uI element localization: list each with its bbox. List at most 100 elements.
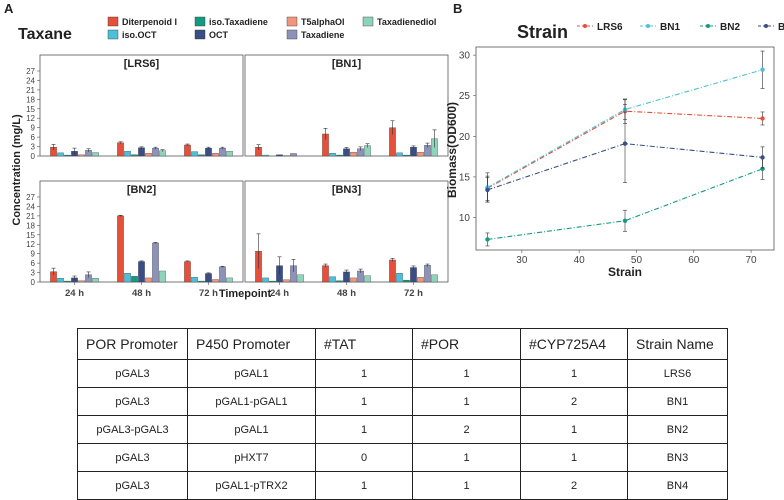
cell-cyp725a4: 2 xyxy=(521,388,628,416)
legend-label: Diterpenoid I xyxy=(122,17,177,27)
cell-por-promoter: pGAL3-pGAL3 xyxy=(78,416,188,444)
header-por: #POR xyxy=(413,329,521,360)
y-tick-label: 15 xyxy=(26,231,35,240)
bar xyxy=(159,271,165,282)
bar xyxy=(191,152,197,156)
cell-strain-name: LRS6 xyxy=(628,360,728,388)
bar xyxy=(212,153,218,156)
y-tick-label: 24 xyxy=(26,76,35,85)
x-axis-title: Strain xyxy=(608,265,642,279)
bar xyxy=(124,151,130,156)
cell-strain-name: BN3 xyxy=(628,444,728,472)
y-axis-title: Biomass(OD600) xyxy=(445,102,459,198)
table-row: pGAL3-pGAL3 pGAL1 1 2 1 BN2 xyxy=(78,416,728,444)
legend-label: iso.OCT xyxy=(122,30,157,40)
header-por-promoter: POR Promoter xyxy=(78,329,188,360)
x-tick-label: 48 h xyxy=(132,288,151,299)
x-tick-label: 60 xyxy=(688,255,700,266)
cell-tat: 1 xyxy=(316,416,413,444)
bar xyxy=(78,155,84,156)
y-tick-label: 15 xyxy=(26,105,35,114)
y-tick-label: 3 xyxy=(31,269,36,278)
strain-table: POR Promoter P450 Promoter #TAT #POR #CY… xyxy=(77,328,728,500)
legend-marker xyxy=(646,24,650,28)
x-tick-label: 40 xyxy=(574,255,586,266)
bar xyxy=(57,153,63,156)
x-tick-label: 72 h xyxy=(404,288,423,299)
bar xyxy=(131,276,137,282)
cell-por: 1 xyxy=(413,360,521,388)
y-tick-label: 0 xyxy=(31,278,36,287)
bar xyxy=(64,155,70,156)
legend-swatch xyxy=(363,17,373,26)
legend-label: BN3 xyxy=(778,22,784,33)
y-axis-title: Concentration (mg/L) xyxy=(11,114,23,226)
legend-marker xyxy=(583,24,587,28)
bar xyxy=(403,280,409,282)
legend-swatch xyxy=(108,30,118,39)
facet-panel xyxy=(245,181,448,282)
bar xyxy=(92,153,98,156)
cell-strain-name: BN2 xyxy=(628,416,728,444)
bar xyxy=(417,277,423,282)
bar xyxy=(212,279,218,282)
cell-por: 2 xyxy=(413,416,521,444)
y-tick-label: 0 xyxy=(31,152,36,161)
header-tat: #TAT xyxy=(316,329,413,360)
cell-tat: 1 xyxy=(316,360,413,388)
cell-strain-name: BN1 xyxy=(628,388,728,416)
header-strain-name: Strain Name xyxy=(628,329,728,360)
bar xyxy=(410,147,416,156)
bar xyxy=(92,278,98,282)
legend-label: BN2 xyxy=(720,22,740,33)
cell-p450-promoter: pGAL1 xyxy=(188,416,316,444)
legend-marker xyxy=(764,24,768,28)
bar xyxy=(297,275,303,282)
cell-tat: 0 xyxy=(316,444,413,472)
y-tick-label: 18 xyxy=(26,221,35,230)
bar xyxy=(205,148,211,156)
bar xyxy=(350,152,356,156)
y-tick-label: 15 xyxy=(459,172,471,183)
y-tick-label: 20 xyxy=(459,132,471,143)
bar xyxy=(364,276,370,282)
bar xyxy=(57,278,63,282)
bar xyxy=(198,155,204,156)
panel-b-letter: B xyxy=(453,1,462,16)
bar xyxy=(322,266,328,282)
legend-swatch xyxy=(195,17,205,26)
bar xyxy=(336,155,342,156)
bar xyxy=(396,153,402,156)
bar xyxy=(78,281,84,282)
y-tick-label: 12 xyxy=(26,114,35,123)
bar xyxy=(262,278,268,282)
x-tick-label: 48 h xyxy=(337,288,356,299)
bar xyxy=(184,145,190,156)
legend-title: Strain xyxy=(517,22,568,42)
bar xyxy=(431,275,437,282)
y-tick-label: 27 xyxy=(26,67,35,76)
data-point xyxy=(760,68,764,72)
bar xyxy=(329,153,335,156)
facet-title: [BN1] xyxy=(332,58,362,70)
facet-panel xyxy=(40,55,243,156)
bar xyxy=(329,277,335,282)
bar xyxy=(276,155,282,156)
y-tick-label: 18 xyxy=(26,95,35,104)
cell-por: 1 xyxy=(413,444,521,472)
cell-por-promoter: pGAL3 xyxy=(78,444,188,472)
legend-label: iso.Taxadiene xyxy=(209,17,268,27)
cell-p450-promoter: pGAL1 xyxy=(188,360,316,388)
legend-title: Taxane xyxy=(18,26,72,43)
y-tick-label: 6 xyxy=(31,133,36,142)
cell-p450-promoter: pGAL1-pGAL1 xyxy=(188,388,316,416)
facet-title: [BN3] xyxy=(332,184,362,196)
y-tick-label: 30 xyxy=(459,51,471,62)
x-axis-title: Timepoint xyxy=(219,288,272,300)
data-point xyxy=(485,188,489,192)
bar xyxy=(389,260,395,282)
cell-tat: 1 xyxy=(316,388,413,416)
x-tick-label: 30 xyxy=(516,255,528,266)
bar xyxy=(410,268,416,282)
